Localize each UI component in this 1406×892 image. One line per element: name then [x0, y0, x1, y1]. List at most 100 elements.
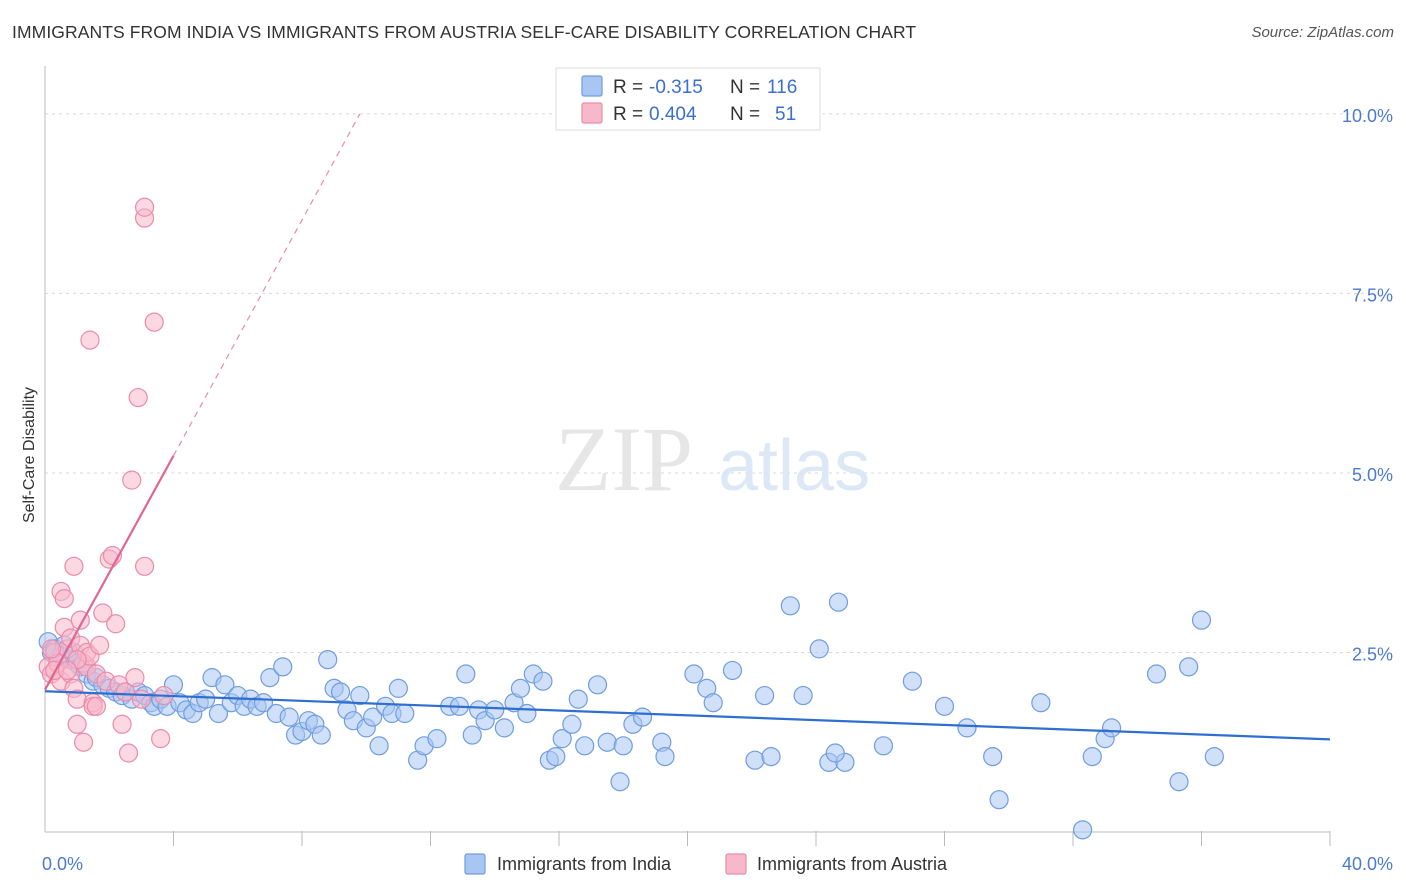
watermark-zip: ZIP — [555, 408, 693, 510]
india-point-55 — [363, 707, 383, 727]
legend-austria-label[interactable]: Immigrants from Austria — [757, 854, 948, 874]
india-point-96 — [754, 685, 775, 706]
india-point-111 — [1031, 693, 1051, 713]
india-point-32 — [215, 675, 235, 695]
y-tick-labels: 2.5% 5.0% 7.5% 10.0% — [1342, 106, 1393, 665]
india-point-29 — [196, 689, 216, 709]
india-point-84 — [597, 732, 617, 752]
india-point-59 — [388, 678, 408, 698]
legend-austria-swatch[interactable] — [725, 853, 747, 875]
india-point-41 — [273, 657, 293, 677]
india-point-71 — [494, 718, 514, 738]
austria-point-35 — [118, 743, 139, 763]
india-point-74 — [517, 703, 537, 724]
india-point-39 — [260, 668, 280, 688]
austria-point-26 — [86, 696, 107, 716]
y-axis-label: Self-Care Disability — [21, 387, 38, 523]
stats-box: R = -0.315 N = 116 R = 0.404 N = 51 — [555, 67, 821, 131]
stats-austria-n-value: 51 — [775, 104, 796, 125]
austria-point-28 — [93, 603, 113, 623]
india-point-106 — [902, 671, 922, 691]
india-point-110 — [989, 790, 1009, 810]
austria-point-14 — [67, 714, 87, 734]
chart-title: IMMIGRANTS FROM INDIA VS IMMIGRANTS FROM… — [12, 22, 917, 42]
india-points — [38, 592, 1224, 840]
austria-point-38 — [128, 387, 148, 408]
austria-point-18 — [73, 732, 94, 752]
austria-point-27 — [90, 635, 110, 655]
india-point-31 — [208, 703, 229, 724]
x-tick-label-1: 40.0% — [1342, 854, 1393, 874]
india-point-118 — [1191, 610, 1212, 630]
austria-point-32 — [106, 614, 126, 634]
india-point-85 — [610, 772, 630, 792]
india-point-109 — [983, 746, 1003, 767]
stats-india-r-label: R = — [613, 77, 643, 98]
x-tick-label-0: 0.0% — [42, 854, 83, 874]
india-point-66 — [456, 664, 476, 684]
austria-point-12 — [64, 556, 84, 576]
india-point-99 — [793, 685, 813, 706]
india-point-50 — [330, 682, 351, 702]
austria-point-50 — [57, 660, 78, 681]
austria-point-22 — [80, 330, 100, 350]
india-point-86 — [613, 736, 633, 756]
austria-point-36 — [122, 470, 142, 490]
india-point-94 — [722, 660, 743, 681]
india-point-88 — [632, 707, 653, 727]
india-point-73 — [510, 678, 531, 698]
india-point-107 — [934, 696, 955, 716]
india-point-42 — [279, 707, 299, 727]
india-point-117 — [1179, 657, 1199, 677]
india-point-104 — [825, 743, 845, 763]
india-point-82 — [575, 736, 595, 756]
india-point-67 — [462, 725, 482, 745]
austria-point-42 — [151, 729, 171, 749]
austria-point-39 — [131, 689, 151, 709]
india-point-53 — [350, 685, 370, 706]
india-trend-line — [44, 690, 1331, 741]
india-point-102 — [828, 592, 849, 612]
source-credit: Source: ZipAtlas.com — [1251, 24, 1394, 41]
india-point-63 — [427, 729, 447, 749]
india-point-91 — [684, 664, 704, 684]
india-point-48 — [318, 650, 338, 670]
stats-austria-r-label: R = — [613, 104, 643, 125]
india-point-47 — [311, 725, 331, 745]
india-point-119 — [1204, 746, 1224, 767]
austria-point-46 — [41, 639, 62, 659]
stats-austria-n-label: N = — [730, 104, 760, 125]
legend: Immigrants from India Immigrants from Au… — [464, 853, 948, 875]
stats-india-swatch — [581, 75, 603, 97]
india-point-76 — [533, 671, 553, 691]
india-point-114 — [1101, 718, 1122, 738]
legend-india-label[interactable]: Immigrants from India — [497, 854, 672, 874]
austria-point-41 — [144, 312, 164, 332]
x-minor-ticks — [173, 831, 1331, 846]
austria-point-37 — [125, 668, 145, 688]
austria-trend-extension — [172, 113, 361, 457]
india-point-83 — [587, 675, 608, 695]
legend-india-swatch[interactable] — [464, 853, 486, 875]
watermark: ZIP atlas — [555, 408, 870, 510]
y-tick-label-2: 7.5% — [1352, 285, 1393, 305]
austria-point-34 — [115, 682, 135, 702]
austria-trend-line — [44, 455, 175, 691]
india-point-80 — [562, 714, 582, 734]
austria-point-48 — [112, 714, 132, 734]
india-point-93 — [703, 693, 723, 713]
india-point-112 — [1082, 746, 1102, 767]
india-point-120 — [1073, 820, 1093, 840]
india-point-115 — [1146, 664, 1167, 684]
india-point-79 — [552, 729, 572, 749]
india-point-108 — [957, 718, 977, 738]
y-tick-label-0: 2.5% — [1352, 644, 1393, 664]
y-tick-label-3: 10.0% — [1342, 106, 1393, 126]
india-point-105 — [873, 736, 894, 756]
india-point-60 — [395, 703, 415, 724]
india-point-90 — [655, 746, 675, 767]
stats-austria-r-value: 0.404 — [649, 104, 697, 125]
india-point-116 — [1169, 772, 1189, 792]
watermark-atlas: atlas — [718, 426, 870, 506]
